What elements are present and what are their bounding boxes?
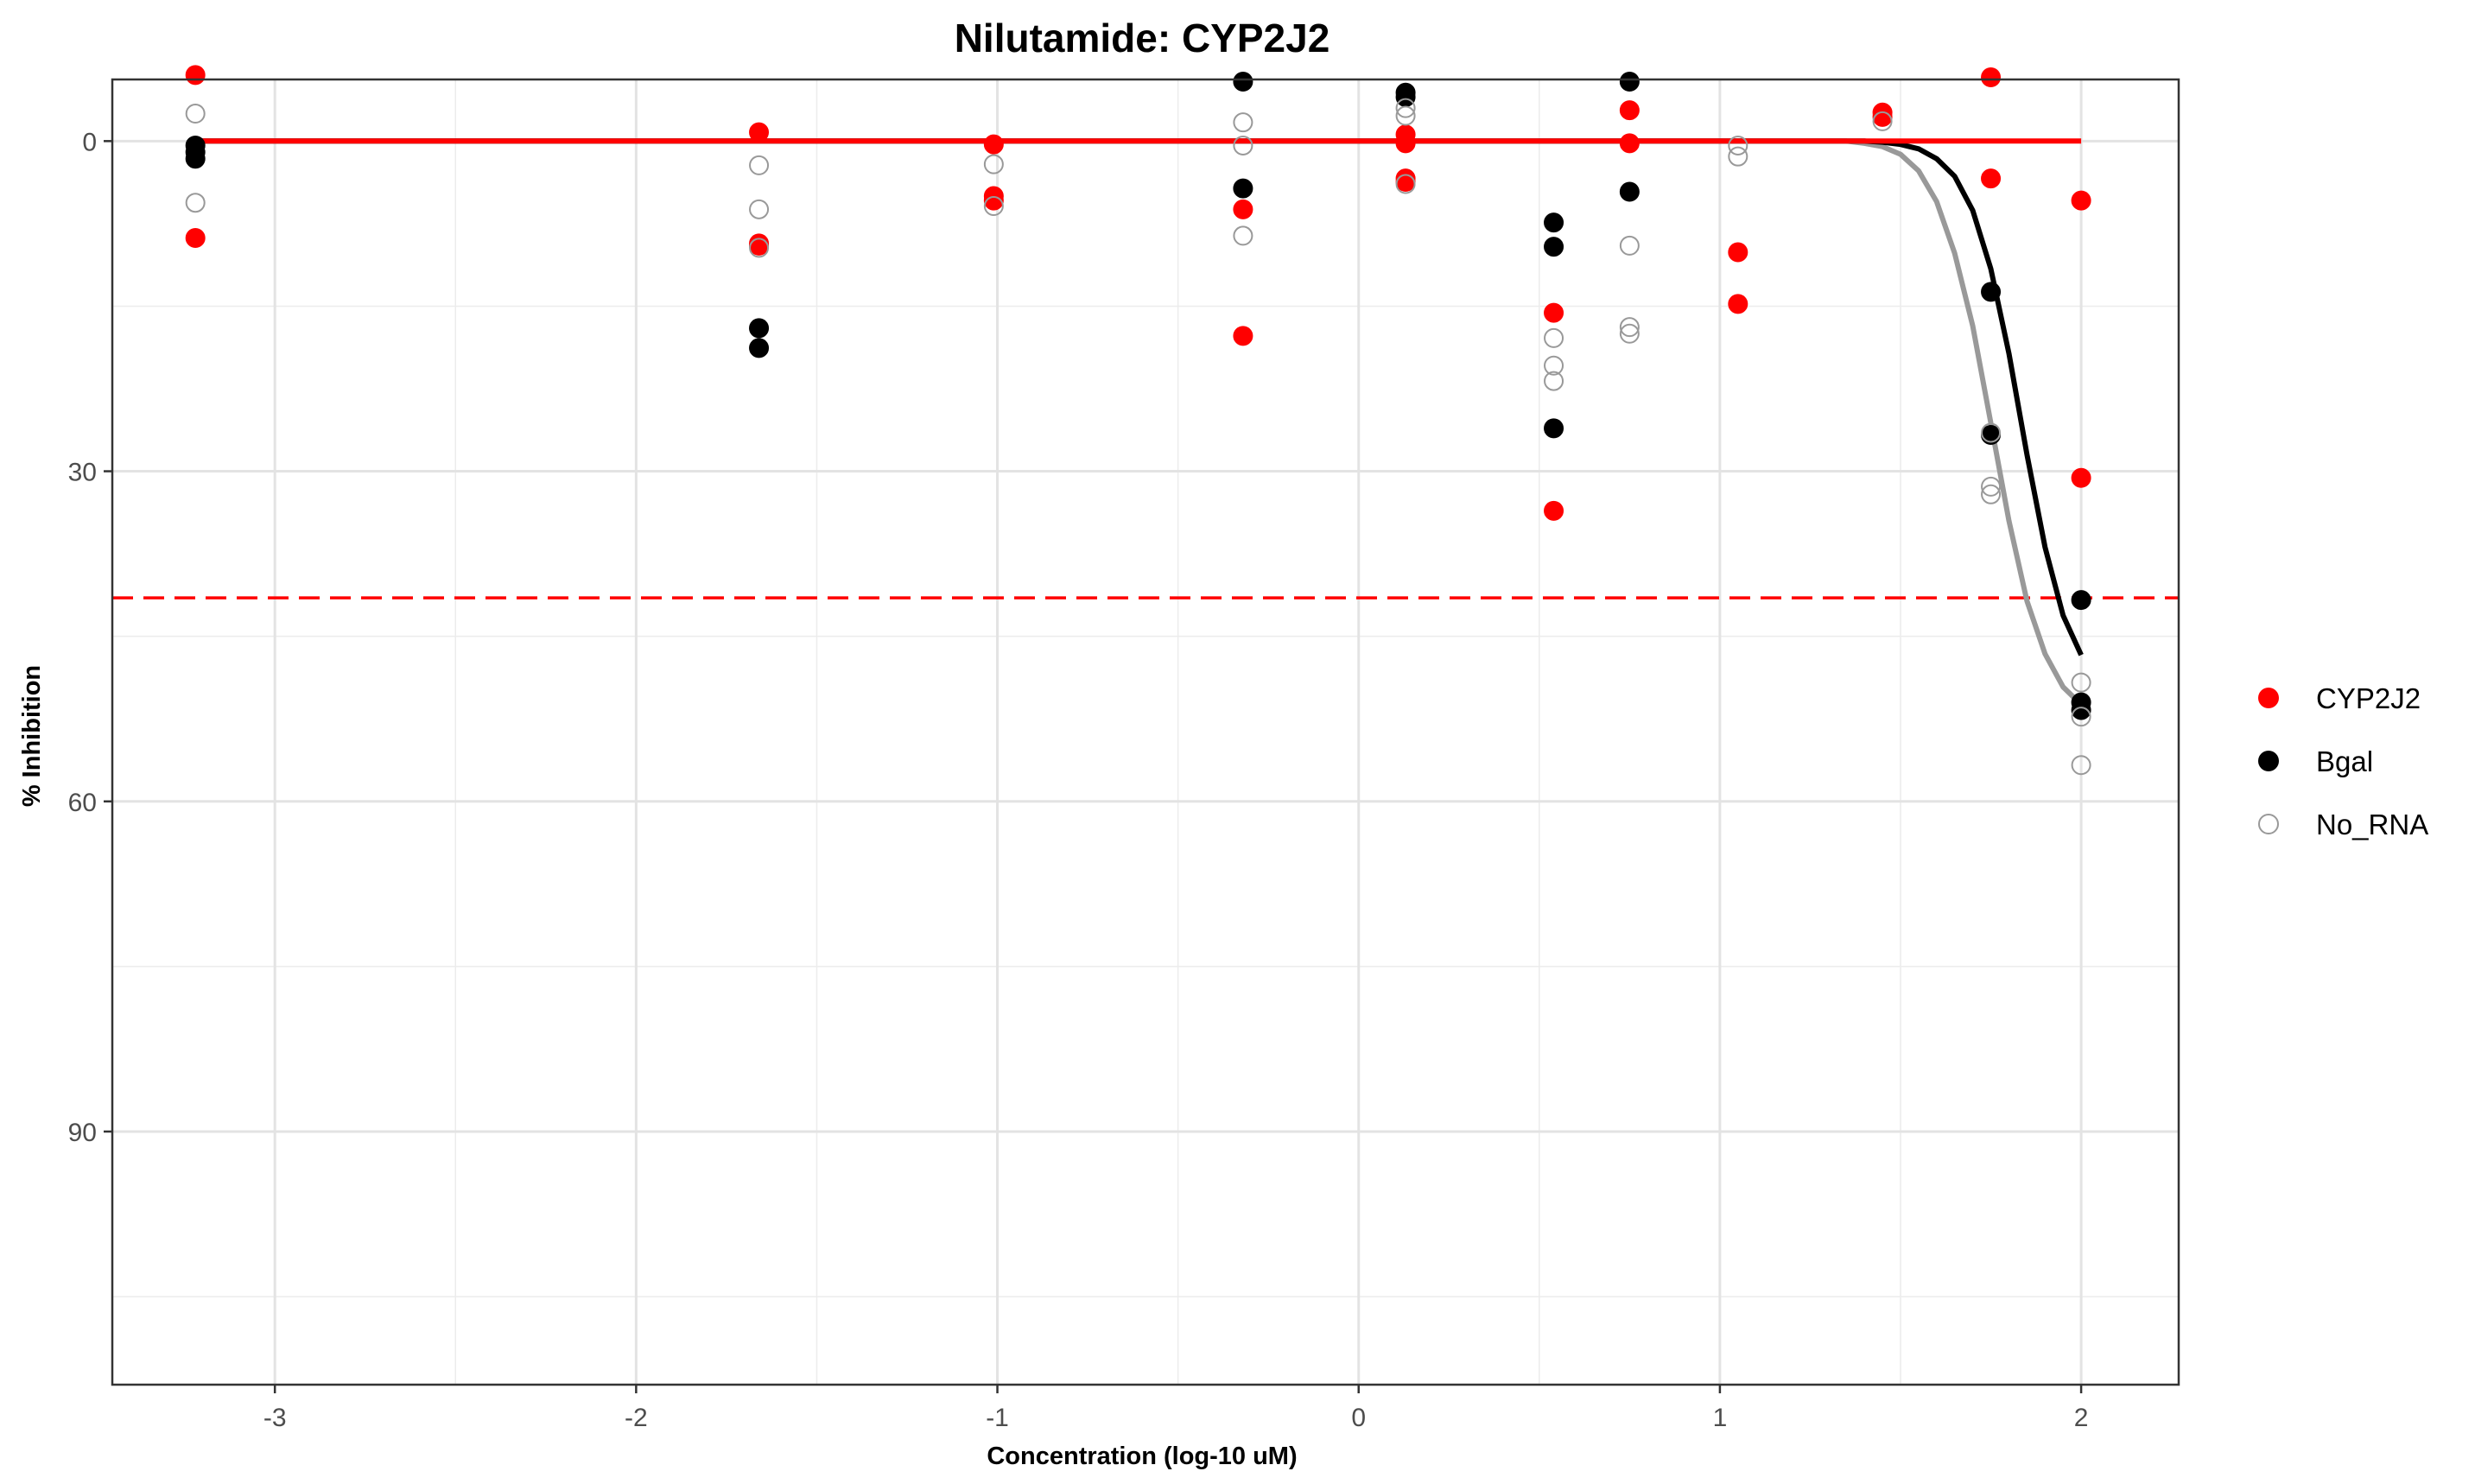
data-point-cyp2j2 [1544, 500, 1564, 521]
data-point-cyp2j2 [1728, 294, 1748, 314]
data-point-cyp2j2 [1233, 326, 1253, 346]
data-point-cyp2j2 [2071, 467, 2091, 488]
fit-curve-no-rna [195, 138, 2084, 707]
data-point-cyp2j2 [1395, 133, 1416, 154]
data-point-no-rna [1544, 371, 1564, 391]
data-point-cyp2j2 [749, 122, 770, 143]
data-point-bgal [749, 318, 770, 339]
data-point-cyp2j2 [1728, 242, 1748, 263]
data-point-no-rna [749, 155, 770, 175]
data-point-bgal [1544, 212, 1564, 233]
data-point-no-rna [1233, 112, 1253, 133]
data-point-no-rna [1728, 135, 1748, 155]
data-point-cyp2j2 [1619, 133, 1640, 154]
data-point-bgal [2071, 590, 2091, 611]
data-point-no-rna [983, 196, 1004, 217]
data-point-no-rna [1544, 355, 1564, 376]
data-point-cyp2j2 [983, 134, 1004, 155]
legend: CYP2J2 Bgal No_RNA [2258, 682, 2428, 840]
data-point-no-rna [1619, 323, 1640, 344]
data-point-bgal [749, 338, 770, 358]
data-point-no-rna [1981, 484, 2002, 504]
data-point-bgal [185, 149, 206, 169]
x-tick-label: 2 [2074, 1404, 2089, 1432]
y-tick-label: 0 [82, 128, 97, 156]
data-point-bgal [1544, 418, 1564, 439]
data-point-no-rna [1395, 174, 1416, 194]
x-tick-label: -3 [263, 1404, 287, 1432]
data-point-bgal [1233, 178, 1253, 199]
data-point-cyp2j2 [1233, 199, 1253, 219]
data-point-no-rna [749, 199, 770, 219]
data-point-cyp2j2 [1544, 302, 1564, 323]
x-tick-label: 0 [1351, 1404, 1366, 1432]
axis-ticks: -3 -2 -1 0 1 2 0 30 60 90 [68, 128, 2089, 1432]
data-point-bgal [2071, 700, 2091, 720]
data-points [185, 65, 2091, 776]
y-axis-title: % Inhibition [18, 665, 46, 807]
data-point-no-rna [2071, 707, 2091, 727]
legend-key-no-rna [2258, 814, 2279, 834]
legend-label-bgal: Bgal [2316, 745, 2373, 777]
data-point-no-rna [1981, 422, 2002, 443]
data-point-no-rna [1728, 146, 1748, 167]
data-point-no-rna [1981, 476, 2002, 497]
x-tick-label: -2 [625, 1404, 648, 1432]
data-point-no-rna [2071, 755, 2091, 776]
x-axis-title: Concentration (log-10 uM) [987, 1443, 1297, 1470]
data-point-no-rna [1395, 105, 1416, 126]
data-point-no-rna [1233, 135, 1253, 155]
data-point-no-rna [1619, 317, 1640, 338]
data-point-no-rna [1872, 111, 1893, 131]
data-point-no-rna [1619, 235, 1640, 256]
data-point-cyp2j2 [1981, 168, 2002, 189]
data-point-no-rna [2071, 672, 2091, 693]
data-point-bgal [1619, 72, 1640, 92]
data-point-bgal [1544, 237, 1564, 257]
data-point-no-rna [1395, 98, 1416, 118]
panel-border [111, 78, 2180, 1386]
data-point-cyp2j2 [185, 227, 206, 248]
data-point-no-rna [185, 103, 206, 124]
data-point-no-rna [1233, 225, 1253, 246]
data-point-cyp2j2 [983, 190, 1004, 211]
data-point-cyp2j2 [1872, 106, 1893, 127]
data-point-cyp2j2 [1619, 100, 1640, 121]
data-point-bgal [1619, 181, 1640, 202]
legend-label-no-rna: No_RNA [2316, 809, 2428, 840]
fit-curves [195, 138, 2084, 707]
data-point-bgal [1981, 282, 2002, 302]
data-point-cyp2j2 [185, 65, 206, 86]
data-point-cyp2j2 [1981, 67, 2002, 87]
y-tick-label: 30 [68, 459, 97, 487]
y-tick-label: 90 [68, 1119, 97, 1147]
y-tick-label: 60 [68, 789, 97, 817]
data-point-no-rna [983, 154, 1004, 174]
x-tick-label: 1 [1713, 1404, 1728, 1432]
legend-label-cyp2j2: CYP2J2 [2316, 682, 2421, 714]
grid [112, 79, 2179, 1385]
data-point-cyp2j2 [2071, 190, 2091, 211]
data-point-no-rna [749, 238, 770, 258]
data-point-bgal [1233, 72, 1253, 92]
data-point-no-rna [185, 193, 206, 213]
chart-title: Nilutamide: CYP2J2 [955, 16, 1330, 60]
data-point-no-rna [1544, 327, 1564, 348]
legend-key-cyp2j2 [2258, 688, 2279, 708]
legend-key-bgal [2258, 751, 2279, 771]
x-tick-label: -1 [986, 1404, 1009, 1432]
